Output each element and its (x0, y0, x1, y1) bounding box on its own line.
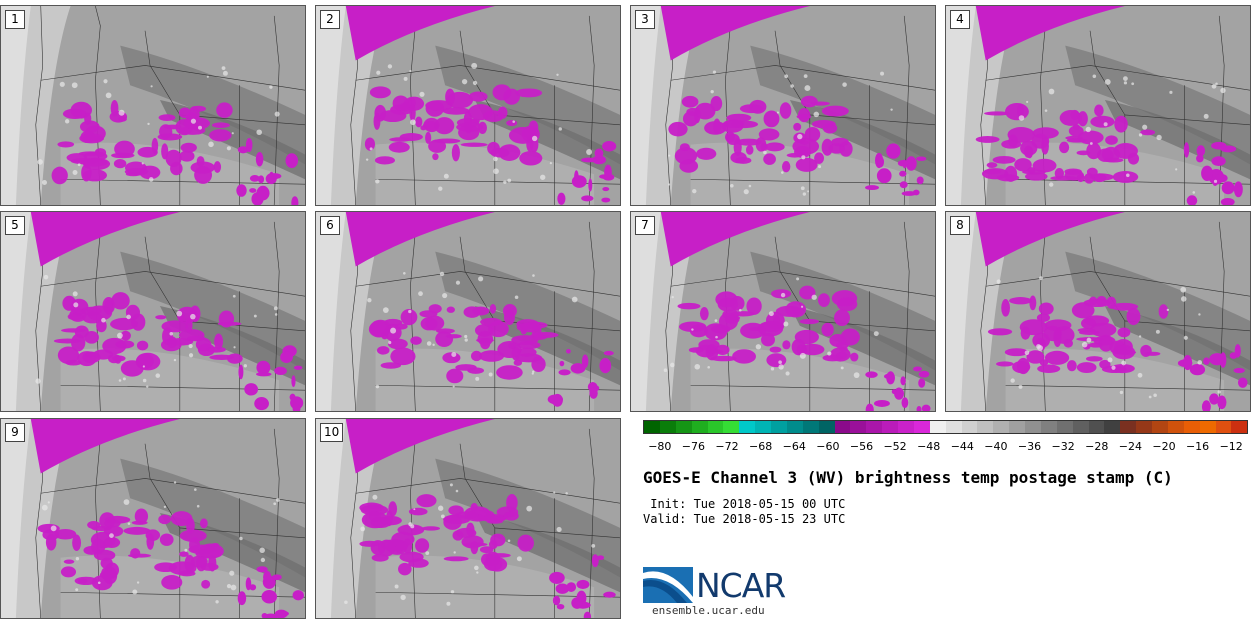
stamp-number: 7 (635, 216, 655, 235)
satellite-image (316, 212, 620, 411)
colorbar-segment (1104, 421, 1121, 433)
colorbar-segment (898, 421, 914, 433)
colorbar-segment (866, 421, 883, 433)
colorbar-tick-label: −56 (849, 440, 874, 453)
satellite-image (1, 419, 305, 618)
colorbar-segment (1025, 421, 1041, 433)
satellite-image (1, 6, 305, 205)
satellite-image (946, 6, 1250, 205)
colorbar-segment (691, 421, 708, 433)
ncar-logo-icon (643, 567, 693, 603)
colorbar-segment (739, 421, 756, 433)
stamp-panel-2: 2 (315, 5, 621, 206)
colorbar-tick-label: −24 (1118, 440, 1142, 453)
colorbar-segment (929, 421, 946, 433)
colorbar-tick-label: −40 (984, 440, 1008, 453)
colorbar-tick-label: −52 (883, 440, 907, 453)
colorbar-segment (675, 421, 692, 433)
satellite-image (631, 212, 935, 411)
colorbar-segment (1040, 421, 1057, 433)
colorbar-tick-label: −48 (917, 440, 941, 453)
satellite-image (1, 212, 305, 411)
colorbar-segment (961, 421, 978, 433)
colorbar-segment (723, 421, 740, 433)
stamp-panel-9: 9 (0, 418, 306, 619)
colorbar-tick-label: −72 (715, 440, 739, 453)
website-url: ensemble.ucar.edu (652, 604, 765, 617)
colorbar-tick-label: −64 (782, 440, 806, 453)
colorbar-segment (945, 421, 962, 433)
colorbar-ticks: −80 −76 −72 −68 −64 −60 −56 −52 −48 −44 −40 −36 −32−… (643, 436, 1248, 453)
satellite-image (316, 419, 620, 618)
colorbar-segment (1072, 421, 1089, 433)
colorbar-segment (993, 421, 1010, 433)
colorbar-segment (1231, 421, 1248, 433)
satellite-image (316, 6, 620, 205)
colorbar-segment (913, 421, 930, 433)
colorbar-segment (1088, 421, 1105, 433)
colorbar-segment (659, 421, 676, 433)
stamp-number: 2 (320, 10, 340, 29)
colorbar-segment (707, 421, 724, 433)
colorbar-segment (1136, 421, 1152, 433)
satellite-image (946, 212, 1250, 411)
colorbar-tick-label: −12 (1219, 440, 1243, 453)
stamp-panel-3: 3 (630, 5, 936, 206)
valid-time: Valid: Tue 2018-05-15 23 UTC (643, 512, 846, 526)
stamp-number: 8 (950, 216, 970, 235)
colorbar-segment (1009, 421, 1025, 433)
colorbar-tick-label: −68 (749, 440, 773, 453)
stamp-panel-6: 6 (315, 211, 621, 412)
colorbar-segment (977, 421, 994, 433)
colorbar-segment (834, 421, 851, 433)
stamp-panel-8: 8 (945, 211, 1251, 412)
colorbar-tick-label: −80 (648, 440, 672, 453)
stamp-number: 3 (635, 10, 655, 29)
stamp-number: 6 (320, 216, 340, 235)
colorbar-segment (1199, 421, 1216, 433)
stamp-number: 10 (320, 423, 344, 442)
colorbar-tick-label: −16 (1185, 440, 1210, 453)
satellite-image (631, 6, 935, 205)
stamp-panel-5: 5 (0, 211, 306, 412)
colorbar-tick-label: −36 (1017, 440, 1042, 453)
colorbar-segment (1120, 421, 1137, 433)
stamp-panel-7: 7 (630, 211, 936, 412)
stamp-number: 4 (950, 10, 970, 29)
stamp-number: 9 (5, 423, 25, 442)
logo-text: NCAR (696, 566, 786, 605)
stamp-panel-1: 1 (0, 5, 306, 206)
stamp-number: 5 (5, 216, 25, 235)
colorbar (643, 420, 1248, 434)
stamp-panel-10: 10 (315, 418, 621, 619)
colorbar-tick-label: −28 (1085, 440, 1109, 453)
colorbar-segment (1183, 421, 1200, 433)
stamp-number: 1 (5, 10, 25, 29)
colorbar-segment (644, 421, 660, 433)
colorbar-segment (802, 421, 819, 433)
colorbar-segment (882, 421, 898, 433)
colorbar-segment (786, 421, 803, 433)
colorbar-tick-label: −60 (816, 440, 840, 453)
colorbar-segment (755, 421, 771, 433)
colorbar-tick-label: −76 (681, 440, 706, 453)
init-time: Init: Tue 2018-05-15 00 UTC (643, 497, 846, 511)
colorbar-segment (1152, 421, 1168, 433)
colorbar-segment (771, 421, 787, 433)
colorbar-segment (1167, 421, 1184, 433)
stamp-panel-4: 4 (945, 5, 1251, 206)
colorbar-tick-label: −20 (1152, 440, 1176, 453)
colorbar-segment (818, 421, 835, 433)
colorbar-segment (1215, 421, 1232, 433)
colorbar-segment (1056, 421, 1073, 433)
colorbar-tick-label: −44 (950, 440, 974, 453)
figure-title: GOES-E Channel 3 (WV) brightness temp po… (643, 468, 1173, 487)
colorbar-tick-label: −32 (1051, 440, 1075, 453)
colorbar-segment (850, 421, 867, 433)
